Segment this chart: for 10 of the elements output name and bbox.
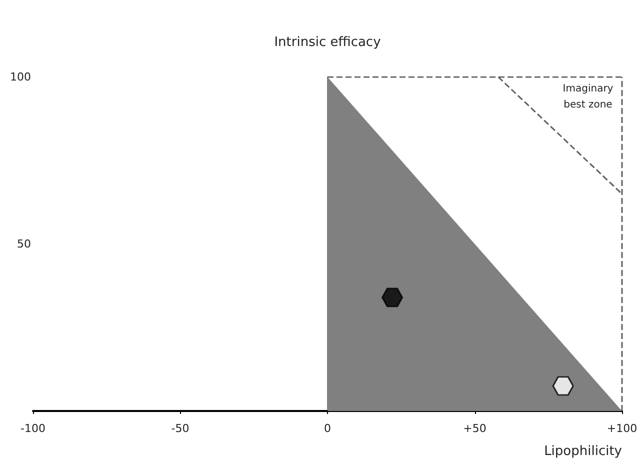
x-tick-label: +50: [463, 422, 486, 435]
annotation: Imaginary best zone: [562, 84, 614, 110]
y-axis-title: Intrinsic efficacy: [274, 35, 382, 50]
x-tick-label: -100: [20, 422, 46, 435]
x-tick-label: +100: [606, 422, 638, 435]
y-tick-label: 100: [10, 70, 31, 84]
y-tick-label: 50: [17, 238, 31, 250]
x-tick-label: 0: [324, 422, 331, 435]
x-tick-label: -50: [171, 422, 190, 435]
x-axis-title: Lipophilicity: [544, 444, 622, 459]
